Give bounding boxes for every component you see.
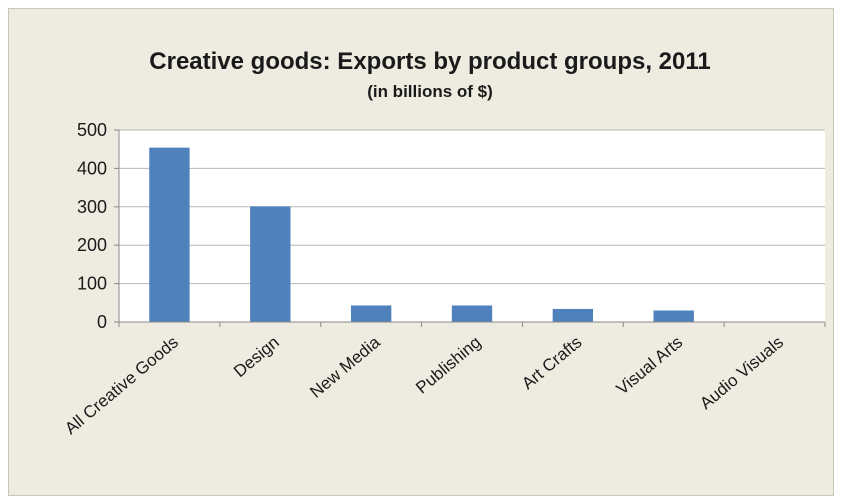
y-tick-labels: 0 100 200 300 400 500	[77, 120, 107, 332]
y-tick-label: 0	[97, 312, 107, 332]
y-tick-label: 300	[77, 197, 107, 217]
y-tick-label: 100	[77, 274, 107, 294]
x-category-label: All Creative Goods	[61, 333, 182, 439]
chart-frame: Creative goods: Exports by product group…	[8, 8, 834, 496]
chart-subtitle: (in billions of $)	[367, 82, 493, 101]
bar-chart: Creative goods: Exports by product group…	[61, 48, 826, 438]
bar	[451, 305, 493, 322]
x-category-label: Audio Visuals	[696, 333, 787, 414]
gridlines	[119, 129, 825, 285]
bar	[149, 147, 190, 322]
y-tick-label: 400	[77, 158, 107, 178]
y-tick-label: 500	[77, 120, 107, 140]
plot-area	[119, 130, 825, 322]
bar	[250, 206, 291, 322]
x-category-label: Visual Arts	[613, 333, 687, 399]
x-category-label: New Media	[306, 332, 384, 402]
axes	[114, 129, 826, 327]
y-tick-label: 200	[77, 235, 107, 255]
chart-title: Creative goods: Exports by product group…	[149, 48, 710, 75]
x-category-label: Design	[230, 333, 283, 382]
x-category-label: Publishing	[412, 333, 484, 398]
bar	[653, 310, 694, 322]
bar	[552, 308, 594, 322]
bar	[350, 305, 392, 322]
bars	[149, 147, 795, 322]
x-category-labels: All Creative Goods Design New Media Publish…	[61, 332, 787, 438]
x-category-label: Art Crafts	[518, 333, 585, 394]
